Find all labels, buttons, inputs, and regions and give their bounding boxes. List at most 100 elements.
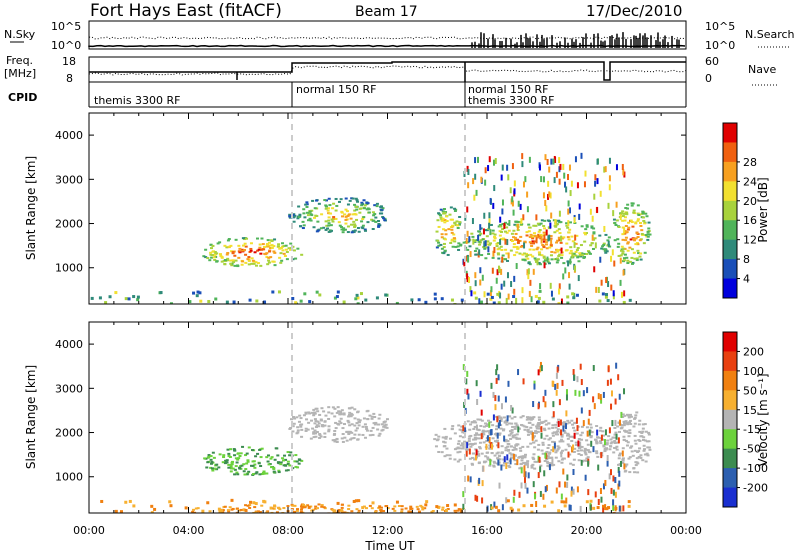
echo-cell — [576, 425, 579, 432]
echo-cell — [209, 458, 213, 461]
echo-cell — [505, 226, 509, 229]
echo-cell — [338, 224, 342, 227]
echo-cell — [557, 236, 561, 239]
echo-cell — [602, 248, 606, 251]
echo-cell — [534, 260, 538, 263]
echo-cell — [535, 214, 538, 221]
echo-cell — [352, 223, 356, 226]
echo-cell — [572, 369, 575, 376]
echo-cell — [308, 217, 312, 220]
echo-cell — [364, 436, 368, 439]
echo-cell — [567, 445, 571, 448]
echo-cell — [292, 216, 296, 219]
echo-cell — [237, 457, 241, 460]
echo-cell — [560, 254, 564, 257]
echo-cell — [340, 509, 344, 513]
echo-cell — [563, 430, 567, 433]
echo-cell — [637, 450, 641, 453]
echo-cell — [589, 244, 593, 247]
colorbar-swatch — [723, 161, 737, 182]
echo-cell — [471, 235, 475, 238]
echo-cell — [132, 504, 136, 508]
echo-cell — [537, 369, 540, 376]
echo-cell — [549, 222, 552, 229]
echo-cell — [345, 439, 349, 442]
echo-cell — [279, 252, 283, 255]
echo-cell — [626, 228, 630, 231]
echo-cell — [207, 299, 211, 303]
echo-cell — [409, 505, 413, 509]
echo-cell — [474, 296, 478, 300]
echo-cell — [564, 181, 567, 188]
echo-cell — [255, 299, 259, 303]
echo-cell — [515, 263, 518, 270]
echo-cell — [497, 433, 501, 436]
echo-cell — [487, 252, 491, 255]
echo-cell — [490, 452, 494, 455]
echo-cell — [489, 297, 493, 301]
echo-cell — [227, 452, 231, 455]
echo-cell — [237, 452, 240, 455]
colorbar-tick-label: -15 — [743, 423, 761, 436]
echo-cell — [604, 448, 608, 451]
echo-cell — [535, 427, 539, 430]
echo-cell — [395, 500, 399, 504]
echo-cell — [602, 483, 605, 490]
echo-cell — [499, 216, 502, 223]
echo-cell — [550, 456, 554, 459]
echo-cell — [570, 419, 574, 422]
echo-cell — [331, 220, 335, 223]
echo-cell — [556, 259, 560, 262]
echo-cell — [636, 219, 640, 222]
echo-cell — [628, 246, 632, 249]
echo-cell — [132, 295, 136, 299]
echo-cell — [376, 428, 380, 431]
echo-cell — [234, 465, 238, 468]
echo-cell — [199, 299, 203, 303]
echo-cell — [249, 500, 253, 504]
echo-cell — [627, 431, 631, 434]
echo-cell — [478, 243, 482, 246]
echo-cell — [603, 450, 607, 453]
echo-cell — [444, 233, 448, 236]
echo-cell — [299, 423, 303, 426]
echo-cell — [526, 206, 529, 213]
echo-cell — [492, 202, 495, 209]
echo-cell — [497, 455, 501, 458]
echo-cell — [596, 178, 599, 185]
echo-cell — [347, 431, 351, 434]
echo-cell — [277, 469, 281, 472]
echo-cell — [251, 259, 255, 262]
echo-cell — [541, 441, 545, 444]
echo-cell — [504, 446, 508, 449]
echo-cell — [525, 418, 529, 421]
echo-cell — [567, 451, 570, 458]
echo-cell — [617, 421, 621, 424]
echo-cell — [245, 452, 249, 455]
echo-cell — [568, 272, 571, 279]
echo-cell — [317, 503, 321, 506]
echo-cell — [303, 216, 307, 219]
echo-cell — [337, 221, 341, 224]
echo-cell — [547, 444, 551, 447]
echo-cell — [415, 505, 419, 508]
echo-cell — [473, 250, 477, 253]
echo-cell — [361, 224, 365, 227]
echo-cell — [499, 419, 503, 422]
echo-cell — [308, 412, 312, 415]
echo-cell — [542, 240, 546, 243]
echo-cell — [595, 425, 599, 428]
echo-cell — [463, 440, 467, 443]
echo-cell — [333, 407, 337, 410]
velocity-colorbar-label: Velocity [m s⁻¹] — [756, 373, 770, 466]
echo-cell — [639, 454, 643, 457]
echo-cell — [517, 369, 520, 376]
echo-cell — [527, 230, 531, 233]
echo-cell — [609, 445, 613, 448]
echo-cell — [378, 505, 382, 509]
echo-cell — [168, 500, 172, 504]
echo-cell — [546, 158, 549, 165]
echo-cell — [504, 258, 508, 261]
echo-cell — [647, 440, 651, 443]
echo-cell — [633, 434, 637, 437]
